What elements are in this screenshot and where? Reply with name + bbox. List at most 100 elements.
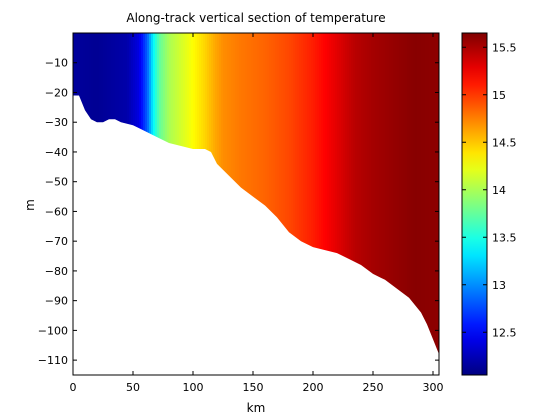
temperature-strip: [431, 33, 434, 375]
y-tick-label: −110: [38, 354, 68, 367]
temperature-strip: [293, 33, 296, 375]
temperature-strip: [271, 33, 274, 375]
x-axis-label: km: [247, 401, 266, 415]
temperature-strip: [311, 33, 314, 375]
temperature-strip: [421, 33, 424, 375]
temperature-strip: [351, 33, 354, 375]
temperature-strip: [325, 33, 328, 375]
temperature-strip: [297, 33, 300, 375]
temperature-strip: [347, 33, 350, 375]
temperature-strip: [323, 33, 326, 375]
x-tick-label: 250: [363, 381, 384, 394]
temperature-strip: [429, 33, 432, 375]
temperature-strip: [269, 33, 272, 375]
x-tick-label: 0: [70, 381, 77, 394]
temperature-strip: [289, 33, 292, 375]
temperature-strip: [373, 33, 376, 375]
temperature-strip: [375, 33, 378, 375]
temperature-strip: [371, 33, 374, 375]
temperature-strip: [273, 33, 276, 375]
temperature-strip: [281, 33, 284, 375]
temperature-strip: [381, 33, 384, 375]
x-tick-label: 100: [183, 381, 204, 394]
temperature-strip: [405, 33, 408, 375]
temperature-strip: [317, 33, 320, 375]
x-tick-label: 50: [126, 381, 140, 394]
y-tick-label: −20: [45, 86, 68, 99]
colorbar-tick-label: 12.5: [492, 326, 517, 339]
temperature-strip: [337, 33, 340, 375]
temperature-strip: [333, 33, 336, 375]
temperature-strip: [363, 33, 366, 375]
colorbar-ramp: [462, 33, 487, 375]
temperature-strip: [435, 33, 438, 375]
temperature-strip: [353, 33, 356, 375]
temperature-strip: [359, 33, 362, 375]
temperature-strip: [295, 33, 298, 375]
temperature-strip: [343, 33, 346, 375]
colorbar-frame: [461, 32, 488, 376]
y-tick-label: −70: [45, 235, 68, 248]
temperature-strip: [419, 33, 422, 375]
temperature-strip: [285, 33, 288, 375]
temperature-strip: [413, 33, 416, 375]
y-tick-label: −40: [45, 146, 68, 159]
temperature-strip: [437, 33, 439, 375]
chart-title: Along-track vertical section of temperat…: [126, 11, 385, 25]
temperature-strip: [265, 33, 268, 375]
temperature-strip: [303, 33, 306, 375]
temperature-strip: [339, 33, 342, 375]
temperature-strip: [395, 33, 398, 375]
temperature-strip: [389, 33, 392, 375]
temperature-strip: [403, 33, 406, 375]
y-tick-label: −80: [45, 265, 68, 278]
temperature-strip: [277, 33, 280, 375]
colorbar-tick-label: 13.5: [492, 231, 517, 244]
temperature-strip: [415, 33, 418, 375]
temperature-strip: [407, 33, 410, 375]
temperature-strip: [365, 33, 368, 375]
y-tick-label: −100: [38, 324, 68, 337]
y-tick-label: −90: [45, 295, 68, 308]
temperature-strip: [387, 33, 390, 375]
temperature-strip: [425, 33, 428, 375]
x-axis-ticks: 0 50 100 150 200 250 300: [70, 33, 444, 394]
plot-area: 0 50 100 150 200 250 300 −10 −20 −30 −40 −50 −60 −70…: [38, 32, 444, 394]
temperature-strip: [411, 33, 414, 375]
colorbar: 12.5 13 13.5 14 14.5 15 15.5: [461, 32, 517, 376]
temperature-strip: [433, 33, 436, 375]
colorbar-tick-label: 14.5: [492, 136, 517, 149]
y-axis-label: m: [23, 199, 37, 211]
temperature-strip: [423, 33, 426, 375]
temperature-strip: [287, 33, 290, 375]
colorbar-tick-label: 14: [492, 184, 506, 197]
temperature-strip: [385, 33, 388, 375]
temperature-strip: [309, 33, 312, 375]
temperature-strip: [315, 33, 318, 375]
y-tick-label: −10: [45, 57, 68, 70]
temperature-strip: [391, 33, 394, 375]
temperature-strip: [355, 33, 358, 375]
temperature-strip: [307, 33, 310, 375]
x-tick-label: 300: [423, 381, 444, 394]
colorbar-tick-label: 15: [492, 89, 506, 102]
temperature-strip: [321, 33, 324, 375]
temperature-strip: [283, 33, 286, 375]
y-tick-label: −30: [45, 116, 68, 129]
y-axis-ticks: −10 −20 −30 −40 −50 −60 −70 −80 −90 −100 −110: [38, 57, 439, 367]
temperature-strip: [369, 33, 372, 375]
temperature-strip: [383, 33, 386, 375]
y-tick-label: −60: [45, 205, 68, 218]
x-tick-label: 150: [243, 381, 264, 394]
temperature-strip: [313, 33, 316, 375]
temperature-strip: [335, 33, 338, 375]
temperature-strip: [361, 33, 364, 375]
temperature-strip: [263, 33, 266, 375]
colorbar-tick-label: 13: [492, 279, 506, 292]
temperature-strip: [341, 33, 344, 375]
temperature-strip: [299, 33, 302, 375]
temperature-strip: [301, 33, 304, 375]
temperature-strip: [409, 33, 412, 375]
temperature-strip: [397, 33, 400, 375]
